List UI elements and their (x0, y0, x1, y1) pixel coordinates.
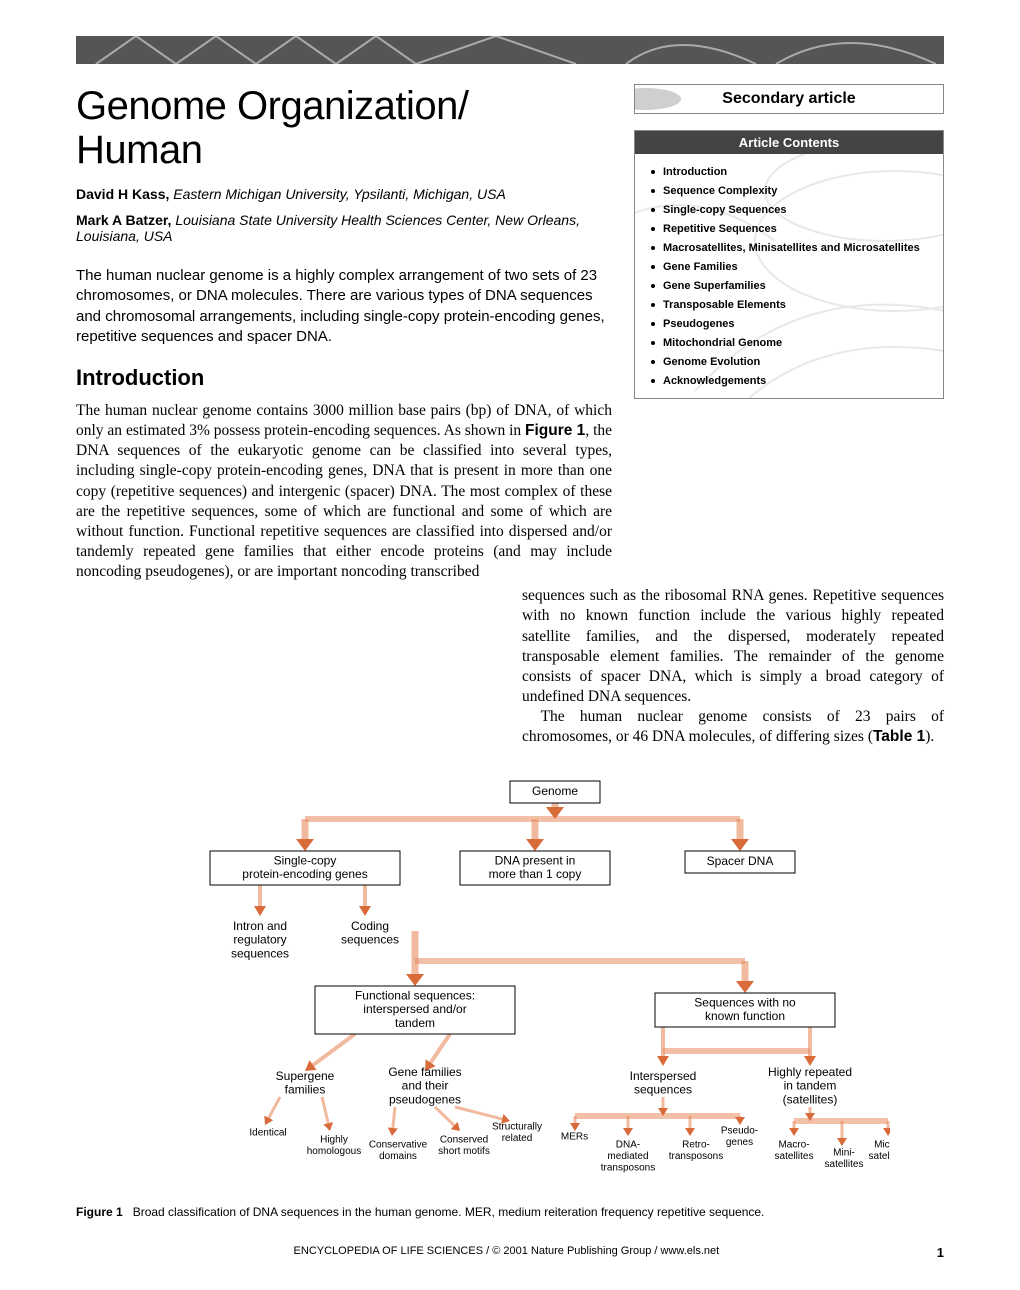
svg-text:more than 1 copy: more than 1 copy (489, 867, 582, 881)
section-heading-introduction: Introduction (76, 365, 612, 391)
decorative-top-band (76, 36, 944, 64)
svg-text:transposons: transposons (669, 1151, 723, 1162)
svg-text:Identical: Identical (249, 1128, 286, 1139)
contents-item[interactable]: Sequence Complexity (651, 181, 933, 200)
svg-text:Highly repeated: Highly repeated (768, 1065, 852, 1079)
svg-text:Sequences with no: Sequences with no (694, 996, 796, 1010)
svg-text:Retro-: Retro- (682, 1140, 710, 1151)
body-paragraph: sequences such as the ribosomal RNA gene… (522, 586, 944, 707)
svg-text:homologous: homologous (307, 1146, 361, 1157)
svg-text:Structurally: Structurally (492, 1122, 542, 1133)
figure-1-diagram: Genome Single-copyprotein-encoding genes D… (130, 771, 890, 1191)
svg-text:sequences: sequences (231, 947, 289, 961)
svg-text:Micro-: Micro- (874, 1140, 890, 1151)
svg-text:Gene families: Gene families (388, 1065, 461, 1079)
footer-text: ENCYCLOPEDIA OF LIFE SCIENCES / © 2001 N… (76, 1245, 937, 1260)
contents-item[interactable]: Genome Evolution (651, 352, 933, 371)
svg-text:mediated: mediated (607, 1151, 648, 1162)
article-title: Genome Organization/ Human (76, 84, 612, 172)
svg-text:Mini-: Mini- (833, 1148, 855, 1159)
contents-item[interactable]: Pseudogenes (651, 314, 933, 333)
svg-text:domains: domains (379, 1151, 417, 1162)
svg-text:Conserved: Conserved (440, 1135, 488, 1146)
svg-text:(satellites): (satellites) (783, 1093, 838, 1107)
body-paragraph: The human nuclear genome contains 3000 m… (76, 401, 612, 582)
svg-text:Functional sequences:: Functional sequences: (355, 989, 475, 1003)
svg-text:pseudogenes: pseudogenes (389, 1093, 461, 1107)
svg-text:satellites: satellites (869, 1151, 890, 1162)
svg-text:known function: known function (705, 1009, 785, 1023)
svg-text:and their: and their (402, 1079, 449, 1093)
svg-text:sequences: sequences (634, 1083, 692, 1097)
svg-text:Single-copy: Single-copy (274, 854, 337, 868)
contents-item[interactable]: Single-copy Sequences (651, 200, 933, 219)
svg-text:families: families (285, 1083, 326, 1097)
svg-text:sequences: sequences (341, 933, 399, 947)
svg-text:short motifs: short motifs (438, 1146, 490, 1157)
contents-item[interactable]: Introduction (651, 162, 933, 181)
contents-item[interactable]: Transposable Elements (651, 295, 933, 314)
svg-text:Coding: Coding (351, 919, 389, 933)
svg-text:Spacer DNA: Spacer DNA (707, 855, 774, 869)
svg-text:regulatory: regulatory (233, 933, 286, 947)
svg-text:transposons: transposons (601, 1163, 655, 1174)
contents-item[interactable]: Mitochondrial Genome (651, 333, 933, 352)
svg-text:MERs: MERs (561, 1132, 588, 1143)
svg-text:Pseudo-: Pseudo- (721, 1126, 758, 1137)
svg-text:Interspersed: Interspersed (630, 1069, 697, 1083)
svg-text:genes: genes (726, 1137, 753, 1148)
svg-text:satellites: satellites (775, 1151, 814, 1162)
contents-item[interactable]: Gene Superfamilies (651, 276, 933, 295)
contents-item[interactable]: Acknowledgements (651, 371, 933, 390)
svg-text:interspersed and/or: interspersed and/or (363, 1003, 466, 1017)
figure-caption: Figure 1 Broad classification of DNA seq… (76, 1205, 944, 1219)
article-contents-heading: Article Contents (635, 131, 943, 154)
svg-text:Conservative: Conservative (369, 1140, 428, 1151)
svg-text:protein-encoding genes: protein-encoding genes (242, 867, 367, 881)
author-line: David H Kass, Eastern Michigan Universit… (76, 186, 612, 202)
svg-text:Genome: Genome (532, 785, 578, 799)
svg-text:DNA-: DNA- (616, 1140, 640, 1151)
svg-text:Intron and: Intron and (233, 919, 287, 933)
svg-text:related: related (502, 1133, 533, 1144)
contents-item[interactable]: Gene Families (651, 257, 933, 276)
article-contents-box: Article Contents IntroductionSequence Co… (634, 130, 944, 399)
secondary-article-badge: Secondary article (634, 84, 944, 114)
svg-text:Supergene: Supergene (276, 1069, 335, 1083)
svg-text:Highly: Highly (320, 1135, 348, 1146)
body-paragraph: The human nuclear genome consists of 23 … (522, 707, 944, 747)
abstract: The human nuclear genome is a highly com… (76, 266, 612, 347)
svg-text:in tandem: in tandem (784, 1079, 837, 1093)
page-number: 1 (937, 1245, 944, 1260)
author-line: Mark A Batzer, Louisiana State Universit… (76, 212, 612, 244)
contents-item[interactable]: Repetitive Sequences (651, 219, 933, 238)
svg-text:satellites: satellites (825, 1159, 864, 1170)
svg-text:tandem: tandem (395, 1016, 435, 1030)
contents-item[interactable]: Macrosatellites, Minisatellites and Micr… (651, 238, 933, 257)
svg-text:DNA present in: DNA present in (495, 854, 576, 868)
svg-text:Macro-: Macro- (778, 1140, 809, 1151)
